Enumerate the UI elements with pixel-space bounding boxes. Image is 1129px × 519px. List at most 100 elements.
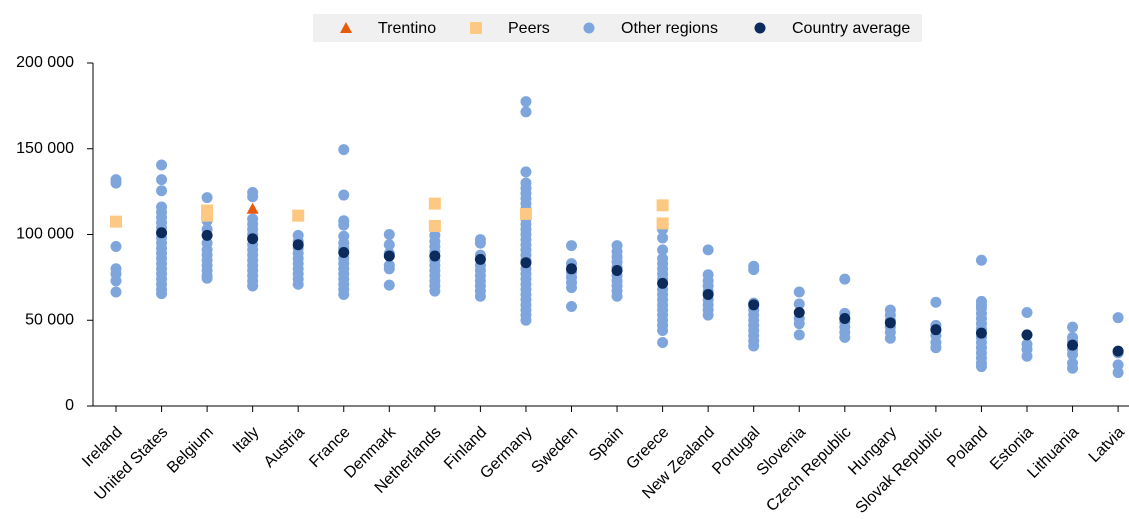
point (474, 237, 486, 249)
point (1067, 362, 1079, 374)
point (338, 289, 350, 301)
legend-marker (470, 22, 482, 34)
point (110, 241, 122, 253)
point (839, 331, 851, 343)
point (657, 277, 669, 289)
x-tick-label: Sweden (528, 424, 581, 477)
point (383, 229, 395, 240)
legend-background (313, 14, 922, 42)
point (748, 264, 760, 276)
y-tick-label: 0 (65, 397, 74, 414)
point (884, 332, 896, 344)
point (656, 217, 669, 230)
point (566, 240, 577, 252)
point (930, 342, 942, 354)
legend-marker (583, 22, 595, 34)
point (975, 254, 987, 266)
legend-label: Country average (792, 20, 910, 37)
legend-label: Peers (508, 20, 550, 37)
y-tick-label: 200 000 (16, 54, 74, 71)
point (793, 318, 805, 330)
point (1067, 339, 1079, 351)
point (247, 191, 259, 203)
point (110, 215, 122, 228)
point (657, 244, 669, 256)
point (520, 257, 532, 269)
point (292, 209, 305, 222)
y-tick-label: 100 000 (16, 226, 74, 243)
point (110, 286, 122, 298)
point (793, 298, 805, 310)
point (566, 301, 577, 313)
point (1112, 367, 1124, 379)
x-tick-label: Slovak Republic (853, 424, 946, 517)
point (657, 337, 669, 349)
point (338, 247, 350, 259)
point (520, 166, 532, 178)
point (201, 272, 213, 284)
point (474, 253, 486, 265)
point (201, 209, 214, 222)
x-tick-label: Czech Republic (763, 424, 854, 515)
point (748, 299, 760, 311)
point (520, 314, 532, 326)
point (520, 106, 532, 118)
point (1021, 350, 1033, 362)
point (1067, 321, 1079, 333)
point (201, 229, 213, 241)
legend-label: Other regions (621, 20, 718, 37)
point (611, 265, 623, 277)
point (156, 227, 168, 239)
point (1021, 329, 1033, 341)
point (1067, 349, 1079, 361)
point (793, 286, 805, 298)
point (201, 192, 213, 204)
point (930, 324, 942, 336)
point (930, 296, 942, 308)
point (611, 290, 623, 302)
point (383, 239, 395, 251)
legend-marker (754, 22, 766, 34)
point (1112, 345, 1124, 357)
x-tick-label: Italy (230, 424, 263, 457)
point (156, 185, 168, 197)
point (566, 282, 577, 294)
x-tick-label: Austria (261, 424, 308, 471)
point (975, 327, 987, 339)
point (338, 144, 350, 156)
point (338, 189, 350, 201)
point (338, 219, 350, 231)
point (884, 317, 896, 329)
y-tick-label: 50 000 (25, 311, 74, 328)
point (1112, 312, 1124, 324)
point (429, 285, 441, 297)
point (839, 313, 851, 325)
point (383, 279, 395, 291)
point (247, 280, 259, 292)
point (428, 197, 441, 210)
x-tick-label: Spain (586, 424, 627, 465)
point (292, 239, 304, 251)
point (702, 289, 714, 301)
point (566, 263, 577, 275)
point (428, 219, 441, 232)
point (110, 275, 122, 287)
point (156, 174, 168, 186)
legend-marker (340, 22, 352, 33)
point (246, 202, 259, 214)
point (657, 232, 669, 244)
point (292, 278, 304, 290)
y-tick-label: 150 000 (16, 140, 74, 157)
point (110, 177, 122, 189)
point (520, 96, 532, 108)
point (519, 207, 532, 220)
point (156, 159, 168, 171)
point (748, 340, 760, 352)
point (839, 273, 851, 285)
point (1021, 307, 1033, 319)
point (657, 325, 669, 337)
point (656, 199, 669, 212)
point (156, 288, 168, 300)
point (1112, 359, 1124, 371)
